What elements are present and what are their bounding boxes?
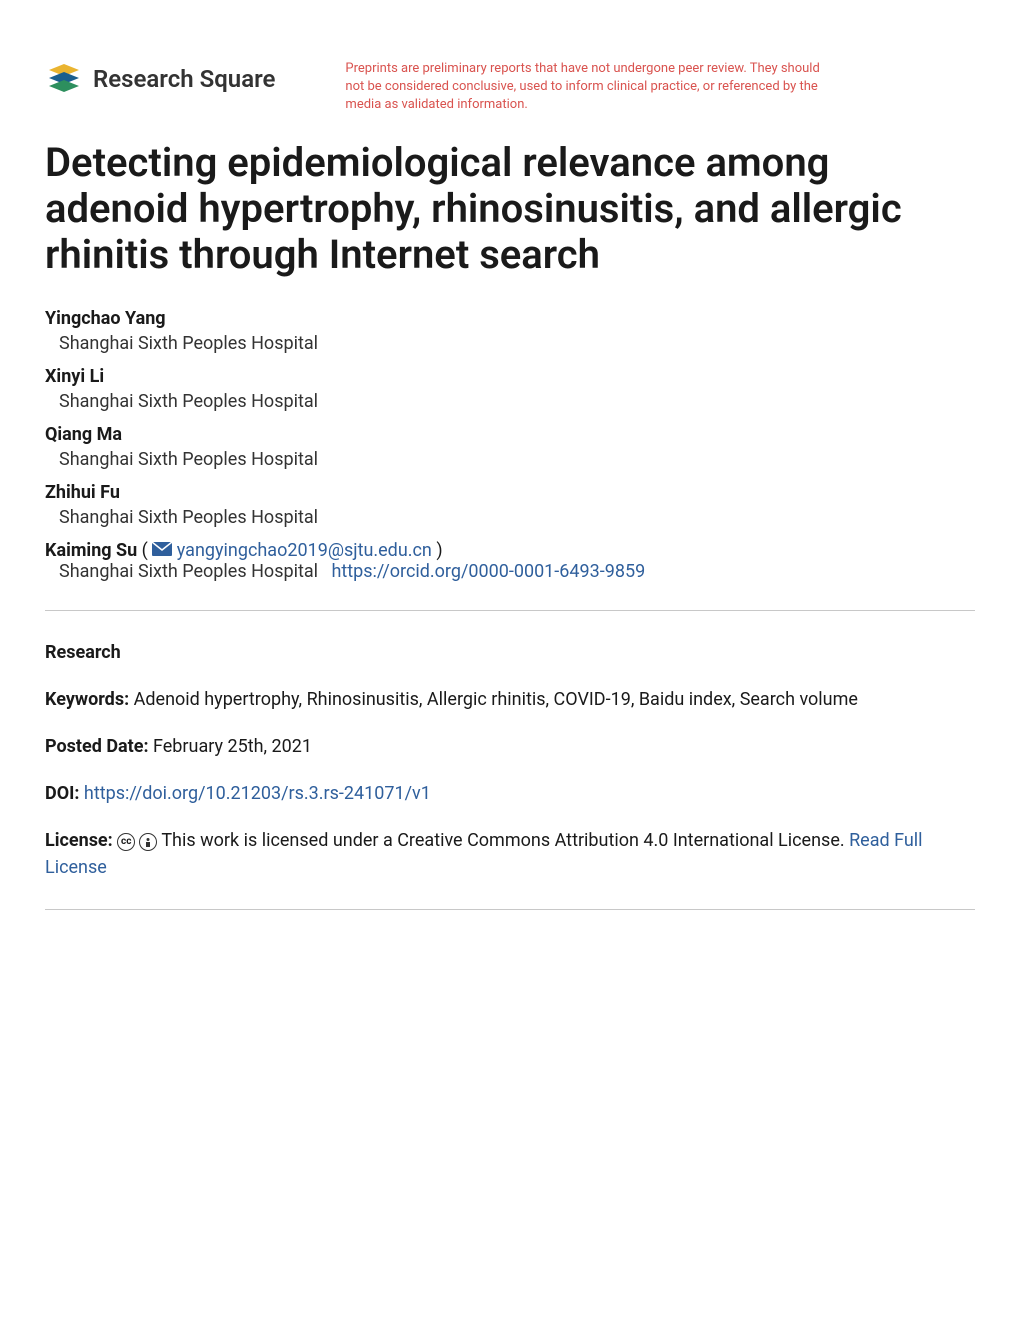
- posted-date-line: Posted Date: February 25th, 2021: [45, 733, 975, 760]
- corresponding-email-link[interactable]: yangyingchao2019@sjtu.edu.cn: [177, 540, 432, 561]
- divider: [45, 610, 975, 611]
- author-block: Xinyi Li Shanghai Sixth Peoples Hospital: [45, 366, 975, 412]
- envelope-icon: [152, 540, 172, 561]
- license-icons: cc: [117, 833, 157, 851]
- posted-date-label: Posted Date:: [45, 736, 153, 757]
- paren: (: [137, 540, 152, 561]
- doi-label: DOI:: [45, 783, 84, 804]
- divider: [45, 909, 975, 910]
- by-icon: [139, 833, 157, 851]
- author-affiliation: Shanghai Sixth Peoples Hospital: [59, 561, 318, 582]
- metadata-section: Research Keywords: Adenoid hypertrophy, …: [45, 639, 975, 881]
- author-affiliation: Shanghai Sixth Peoples Hospital: [45, 449, 975, 470]
- keywords-value: Adenoid hypertrophy, Rhinosinusitis, All…: [134, 689, 858, 710]
- author-affiliation: Shanghai Sixth Peoples Hospital: [45, 333, 975, 354]
- doi-link[interactable]: https://doi.org/10.21203/rs.3.rs-241071/…: [84, 783, 431, 804]
- authors-list: Yingchao Yang Shanghai Sixth Peoples Hos…: [45, 308, 975, 583]
- corresponding-author-line: Kaiming Su ( yangyingchao2019@sjtu.edu.c…: [45, 540, 975, 562]
- article-type: Research: [45, 642, 121, 663]
- cc-icon: cc: [117, 833, 135, 851]
- author-block: Yingchao Yang Shanghai Sixth Peoples Hos…: [45, 308, 975, 354]
- logo-mark-icon: [45, 60, 83, 98]
- author-name: Zhihui Fu: [45, 482, 975, 503]
- author-name: Yingchao Yang: [45, 308, 975, 329]
- corresponding-affiliation-line: Shanghai Sixth Peoples Hospital https://…: [45, 561, 975, 582]
- author-name: Kaiming Su: [45, 540, 137, 561]
- license-label: License:: [45, 830, 117, 851]
- author-name: Qiang Ma: [45, 424, 975, 445]
- keywords-label: Keywords:: [45, 689, 134, 710]
- author-block: Zhihui Fu Shanghai Sixth Peoples Hospita…: [45, 482, 975, 528]
- corresponding-author-block: Kaiming Su ( yangyingchao2019@sjtu.edu.c…: [45, 540, 975, 583]
- keywords-line: Keywords: Adenoid hypertrophy, Rhinosinu…: [45, 686, 975, 713]
- logo-text: Research Square: [93, 65, 275, 93]
- license-line: License: cc This work is licensed under …: [45, 827, 975, 881]
- header: Research Square Preprints are preliminar…: [45, 60, 975, 115]
- logo: Research Square: [45, 60, 275, 98]
- posted-date-value: February 25th, 2021: [153, 736, 312, 757]
- license-text: This work is licensed under a Creative C…: [157, 830, 849, 851]
- paper-title: Detecting epidemiological relevance amon…: [45, 140, 975, 278]
- doi-line: DOI: https://doi.org/10.21203/rs.3.rs-24…: [45, 780, 975, 807]
- author-block: Qiang Ma Shanghai Sixth Peoples Hospital: [45, 424, 975, 470]
- author-affiliation: Shanghai Sixth Peoples Hospital: [45, 507, 975, 528]
- orcid-link[interactable]: https://orcid.org/0000-0001-6493-9859: [331, 561, 645, 582]
- author-name: Xinyi Li: [45, 366, 975, 387]
- disclaimer-text: Preprints are preliminary reports that h…: [345, 60, 825, 115]
- paren: ): [432, 540, 443, 561]
- author-affiliation: Shanghai Sixth Peoples Hospital: [45, 391, 975, 412]
